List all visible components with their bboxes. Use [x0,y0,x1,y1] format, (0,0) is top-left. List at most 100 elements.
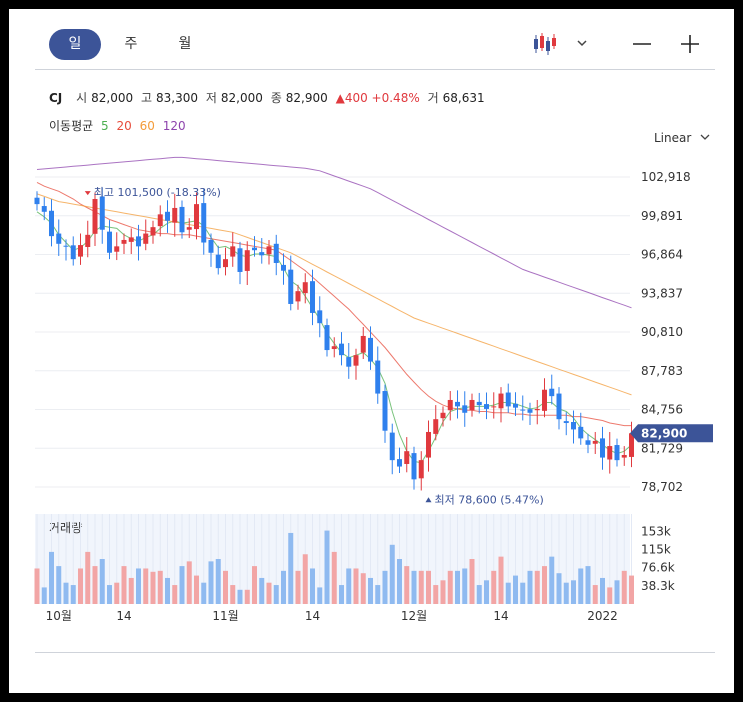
candle-body [266,246,272,255]
zoom-out-button[interactable] [631,33,653,55]
volume-bar [433,585,439,604]
volume-bar [368,577,373,604]
volume-bar [107,585,112,604]
chart-svg[interactable]: 102,918 99,891 96,864 93,837 90,810 87,783 84,… [9,9,734,693]
candle-body [527,409,533,413]
candle-body [513,403,518,408]
volume-bar [571,580,576,604]
volume-bar [288,532,294,604]
volume-bar [375,585,381,604]
stock-name: CJ [49,91,63,105]
volume-bar [136,568,141,604]
zoom-in-button[interactable] [679,33,701,55]
volume-bar [165,577,170,604]
volume-bar [215,559,221,604]
candle-body [368,337,373,362]
candle-body [34,197,40,205]
y-tick-label: 84,756 [641,403,683,417]
volume-bar [223,570,228,604]
candle-body [165,211,170,221]
volume-bar [498,556,504,604]
candle-body [382,391,388,431]
tab-week[interactable]: 주 [124,36,138,52]
volume-bar [56,566,62,604]
candle-body [353,355,359,366]
volume-bar [600,577,605,604]
y-tick-label: 87,783 [641,364,683,378]
candle-body [462,405,468,413]
volume-bar [128,577,134,604]
volume-bar [629,575,634,604]
current-price-label: 82,900 [641,426,687,440]
candle-body [85,234,91,247]
volume-bar [201,582,207,604]
candle-body [571,421,576,430]
volume-bar [208,561,214,604]
volume-bar [157,570,163,604]
volume-bar [491,570,497,604]
x-tick-label: 12월 [401,609,427,623]
volume-bar [143,568,149,604]
scale-selector[interactable]: Linear [654,131,711,145]
volume-bar [179,566,185,604]
volume-bar [92,566,98,604]
low-label: 저 [205,91,217,105]
volume-bar [63,582,69,604]
y-tick-label: 102,918 [641,170,691,184]
plus-icon [681,35,699,53]
volume-bar [411,570,417,604]
volume-bar [237,589,243,604]
volume-bar [513,575,518,604]
candle-body [360,335,366,353]
minus-icon [633,43,651,45]
volume-bar [542,566,547,604]
volume-bar [360,573,366,604]
high-marker [84,191,91,196]
candle-body [426,431,431,458]
volume-tick-label: 153k [641,525,671,539]
candle-body [281,264,286,271]
candle-body [302,282,308,294]
candle-body [614,445,620,461]
volume-bar [34,568,40,604]
ma-legend-label: 이동평균 [49,119,94,133]
tab-month[interactable]: 월 [178,36,192,52]
candle-body [107,231,112,253]
volume-bar [346,568,352,604]
volume-label: 거 [427,91,439,105]
ma-120-label: 120 [162,119,186,133]
candle-body [230,246,236,257]
volume-bar [244,589,250,604]
volume-bar [259,577,265,604]
chevron-down-icon [577,40,587,47]
y-tick-label: 90,810 [641,325,683,339]
volume-bar [186,561,192,604]
low-marker [425,497,432,503]
tab-day[interactable]: 일 [49,29,101,60]
low-value: 82,000 [220,91,263,105]
candle-body [447,399,453,411]
x-tick-label: 14 [116,609,131,623]
volume-bar [331,551,337,604]
volume-bar [578,568,584,604]
candle-body [150,227,156,236]
volume-bar [476,585,482,604]
volume-bar [389,544,395,604]
volume-bar [563,582,569,604]
volume-bar [295,570,301,604]
candle-body [592,440,598,444]
volume-bar [607,587,613,604]
candle-body [411,453,417,480]
volume-bar [78,568,83,604]
chart-type-selector[interactable] [531,31,591,57]
volume-bar [85,551,91,604]
volume-bar [302,554,308,604]
ma-line-20 [36,181,632,427]
volume-bar [527,570,533,604]
candle-body [114,246,120,252]
candle-body [375,360,381,394]
candle-body [484,404,489,409]
candle-body [317,310,323,324]
candle-body [63,245,69,247]
candle-body [310,281,315,313]
